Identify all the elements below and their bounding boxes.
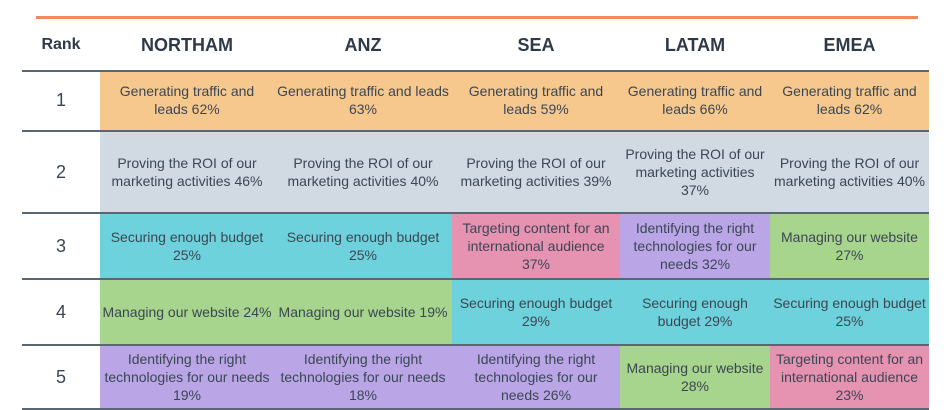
cell-anz-4: Managing our website 19%: [274, 280, 452, 344]
table-header-row: Rank NORTHAM ANZ SEA LATAM EMEA: [22, 20, 929, 70]
cell-sea-1: Generating traffic and leads 59%: [452, 70, 620, 130]
row-divider: [22, 278, 929, 280]
row-divider: [22, 344, 929, 346]
rank-cell: 4: [55, 302, 66, 322]
table-row-rank-3: 3 Securing enough budget 25% Securing en…: [22, 214, 929, 278]
cell-anz-2: Proving the ROI of our marketing activit…: [274, 132, 452, 212]
table-row-rank-1: 1 Generating traffic and leads 62% Gener…: [22, 70, 929, 130]
rank-cell: 2: [55, 162, 66, 182]
cell-emea-4: Securing enough budget 25%: [770, 280, 929, 344]
cell-latam-2: Proving the ROI of our marketing activit…: [620, 132, 770, 212]
header-rank: Rank: [41, 36, 81, 53]
cell-northam-5: Identifying the right technologies for o…: [100, 346, 274, 408]
row-divider: [22, 70, 929, 72]
rank-cell: 1: [55, 90, 66, 110]
cell-latam-4: Securing enough budget 29%: [620, 280, 770, 344]
cell-latam-1: Generating traffic and leads 66%: [620, 70, 770, 130]
cell-northam-3: Securing enough budget 25%: [100, 214, 274, 278]
header-sea: SEA: [517, 35, 555, 55]
cell-emea-2: Proving the ROI of our marketing activit…: [770, 132, 929, 212]
top-accent-rule: [36, 16, 918, 19]
cell-anz-5: Identifying the right technologies for o…: [274, 346, 452, 408]
row-divider: [22, 212, 929, 214]
cell-latam-3: Identifying the right technologies for o…: [620, 214, 770, 278]
table-row-rank-4: 4 Managing our website 24% Managing our …: [22, 280, 929, 344]
cell-emea-3: Managing our website 27%: [770, 214, 929, 278]
row-divider: [22, 130, 929, 132]
rank-cell: 5: [55, 367, 66, 387]
header-emea: EMEA: [823, 35, 876, 55]
cell-latam-5: Managing our website 28%: [620, 346, 770, 408]
header-latam: LATAM: [664, 35, 726, 55]
rank-cell: 3: [55, 236, 66, 256]
cell-sea-4: Securing enough budget 29%: [452, 280, 620, 344]
cell-anz-3: Securing enough budget 25%: [274, 214, 452, 278]
cell-northam-2: Proving the ROI of our marketing activit…: [100, 132, 274, 212]
header-northam: NORTHAM: [141, 35, 233, 55]
cell-sea-5: Identifying the right technologies for o…: [452, 346, 620, 408]
table-row-rank-2: 2 Proving the ROI of our marketing activ…: [22, 132, 929, 212]
cell-northam-4: Managing our website 24%: [100, 280, 274, 344]
header-anz: ANZ: [344, 35, 382, 55]
cell-northam-1: Generating traffic and leads 62%: [100, 70, 274, 130]
cell-sea-3: Targeting content for an international a…: [452, 214, 620, 278]
table-row-rank-5: 5 Identifying the right technologies for…: [22, 346, 929, 408]
challenges-table: Rank NORTHAM ANZ SEA LATAM EMEA 1 Genera…: [22, 20, 929, 410]
cell-anz-1: Generating traffic and leads 63%: [274, 70, 452, 130]
cell-sea-2: Proving the ROI of our marketing activit…: [452, 132, 620, 212]
cell-emea-1: Generating traffic and leads 62%: [770, 70, 929, 130]
cell-emea-5: Targeting content for an international a…: [770, 346, 929, 408]
